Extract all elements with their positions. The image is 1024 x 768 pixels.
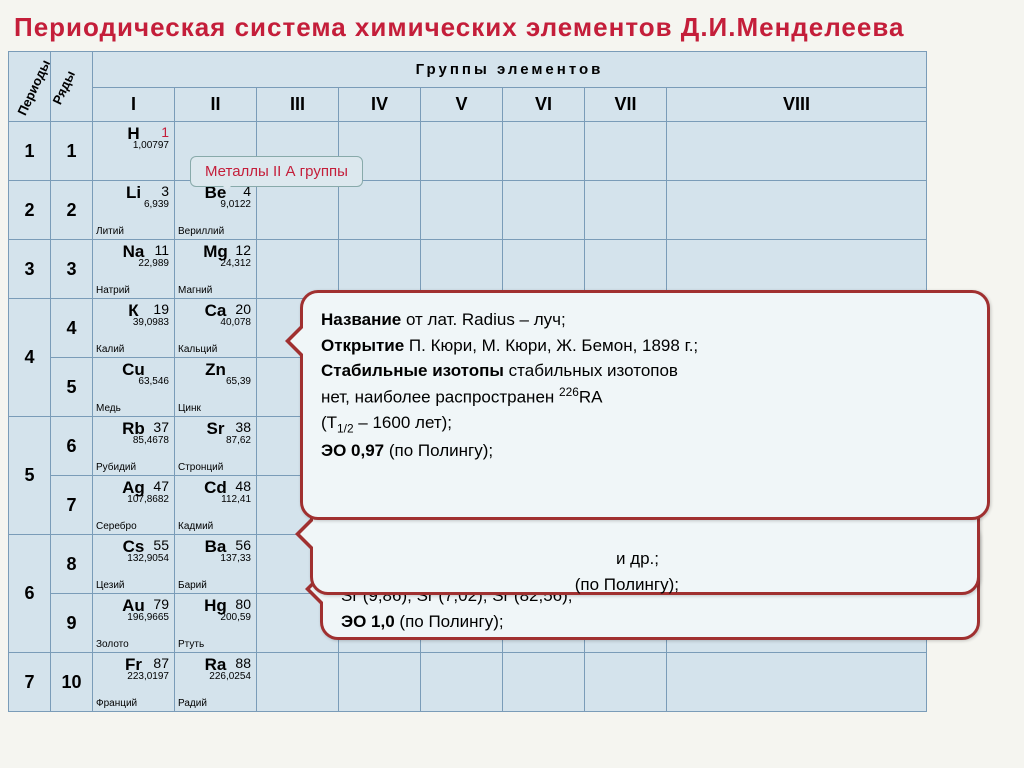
page-title: Периодическая система химических элемент…	[0, 0, 1024, 51]
element-Ag: Ag47107,8682Серебро	[93, 476, 175, 535]
group-3: III	[257, 88, 339, 122]
callout-1: Название от лат. Radius – луч; Открытие …	[300, 290, 990, 520]
period-7: 7	[9, 653, 51, 712]
periods-header: Периоды	[9, 52, 51, 122]
element-Zn: Zn65,39Цинк	[175, 358, 257, 417]
element-Li: Li36,939Литий	[93, 181, 175, 240]
element-Sr: Sr3887,62Стронций	[175, 417, 257, 476]
element-Be: Be49,0122Вериллий	[175, 181, 257, 240]
element-Ra: Ra88226,0254Радий	[175, 653, 257, 712]
period-3: 3	[9, 240, 51, 299]
row-6: 6	[51, 417, 93, 476]
row-9: 9	[51, 594, 93, 653]
period-2: 2	[9, 181, 51, 240]
element-Fr: Fr87223,0197Франций	[93, 653, 175, 712]
element-Cu: Cu63,546Медь	[93, 358, 175, 417]
row-7: 7	[51, 476, 93, 535]
element-Cd: Cd48112,41Кадмий	[175, 476, 257, 535]
period-5: 5	[9, 417, 51, 535]
element-Hg: Hg80200,59Ртуть	[175, 594, 257, 653]
group-2: II	[175, 88, 257, 122]
period-4: 4	[9, 299, 51, 417]
row-4: 4	[51, 299, 93, 358]
row-2: 2	[51, 181, 93, 240]
element-Ca: Ca2040,078Кальций	[175, 299, 257, 358]
group-7: VII	[585, 88, 667, 122]
row-1: 1	[51, 122, 93, 181]
group-1: I	[93, 88, 175, 122]
element-Au: Au79196,9665Золото	[93, 594, 175, 653]
period-6: 6	[9, 535, 51, 653]
element-Rb: Rb3785,4678Рубидий	[93, 417, 175, 476]
group-5: V	[421, 88, 503, 122]
row-3: 3	[51, 240, 93, 299]
element-H: H11,00797	[93, 122, 175, 181]
rows-header: Ряды	[51, 52, 93, 122]
element-Cs: Cs55132,9054Цезий	[93, 535, 175, 594]
groups-title: Группы элементов	[93, 52, 927, 88]
period-1: 1	[9, 122, 51, 181]
element-K: К1939,0983Калий	[93, 299, 175, 358]
group-6: VI	[503, 88, 585, 122]
group-label: Металлы II А группы	[190, 156, 363, 187]
group-8: VIII	[667, 88, 927, 122]
row-10: 10	[51, 653, 93, 712]
group-4: IV	[339, 88, 421, 122]
row-5: 5	[51, 358, 93, 417]
element-Ba: Ba56137,33Барий	[175, 535, 257, 594]
element-Na: Na1122,989Натрий	[93, 240, 175, 299]
element-Mg: Mg1224,312Магний	[175, 240, 257, 299]
row-8: 8	[51, 535, 93, 594]
